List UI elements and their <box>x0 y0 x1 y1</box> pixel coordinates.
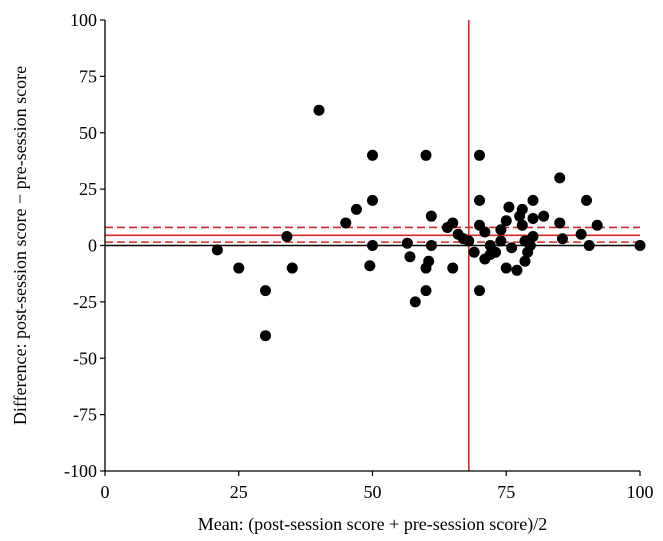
data-point <box>286 262 298 274</box>
data-point <box>495 235 507 247</box>
data-point <box>420 149 432 161</box>
data-point <box>527 194 539 206</box>
data-point <box>364 260 376 272</box>
data-point <box>554 172 566 184</box>
x-tick-label: 0 <box>101 482 110 502</box>
y-tick-label: -100 <box>64 461 97 481</box>
data-point <box>367 240 378 251</box>
data-point <box>527 230 539 242</box>
data-point <box>575 228 587 240</box>
data-point <box>500 215 512 227</box>
data-point <box>468 246 480 258</box>
data-point <box>500 262 512 274</box>
x-tick-label: 75 <box>497 482 515 502</box>
data-point <box>495 224 507 236</box>
data-point <box>474 149 485 161</box>
data-point <box>367 149 378 161</box>
data-point <box>556 233 568 245</box>
data-point <box>404 251 416 263</box>
x-tick-label: 100 <box>627 482 654 502</box>
data-point <box>524 240 536 251</box>
data-point <box>474 194 485 206</box>
data-point <box>447 262 459 274</box>
data-point <box>519 255 531 267</box>
data-point <box>367 194 378 206</box>
data-point <box>233 262 245 274</box>
data-point <box>409 296 421 308</box>
data-point <box>425 210 437 222</box>
y-tick-label: 75 <box>79 66 97 86</box>
data-point <box>474 285 485 297</box>
data-point <box>260 285 271 297</box>
x-tick-label: 50 <box>364 482 382 502</box>
y-tick-label: 25 <box>79 179 97 199</box>
data-point <box>503 201 515 213</box>
data-point <box>634 240 646 251</box>
data-point <box>581 194 592 206</box>
data-point <box>511 264 523 276</box>
axes <box>100 19 641 476</box>
data-point <box>516 203 528 215</box>
data-point <box>260 330 271 342</box>
y-tick-label: 50 <box>79 123 97 143</box>
y-axis-title: Difference: post-session score − pre-ses… <box>10 66 30 425</box>
data-point <box>350 203 362 215</box>
y-tick-label: 0 <box>88 236 97 256</box>
data-point <box>516 219 528 231</box>
data-point <box>591 219 603 231</box>
data-point <box>281 230 293 242</box>
data-point <box>463 235 475 247</box>
x-axis-title: Mean: (post-session score + pre-session … <box>198 514 548 535</box>
data-point <box>423 255 435 267</box>
data-point <box>527 212 539 224</box>
data-point <box>425 240 437 251</box>
y-tick-label: -25 <box>73 292 97 312</box>
data-point <box>340 217 352 229</box>
data-point <box>538 210 550 222</box>
data-point <box>401 237 413 249</box>
data-point <box>313 104 325 116</box>
data-point <box>420 285 432 297</box>
data-point <box>583 240 595 251</box>
y-tick-label: 100 <box>70 10 97 30</box>
data-points <box>211 104 646 342</box>
data-point <box>506 242 518 254</box>
data-point <box>554 217 566 229</box>
data-point <box>211 244 223 256</box>
y-tick-labels: 100 75 50 25 0 -25 -50 -75 -100 <box>64 10 97 481</box>
y-tick-label: -50 <box>73 348 97 368</box>
data-point <box>490 246 502 258</box>
y-tick-label: -75 <box>73 405 97 425</box>
data-point <box>447 217 459 229</box>
data-point <box>479 226 491 238</box>
x-tick-label: 25 <box>230 482 248 502</box>
x-tick-labels: 0 25 50 75 100 <box>101 482 654 502</box>
